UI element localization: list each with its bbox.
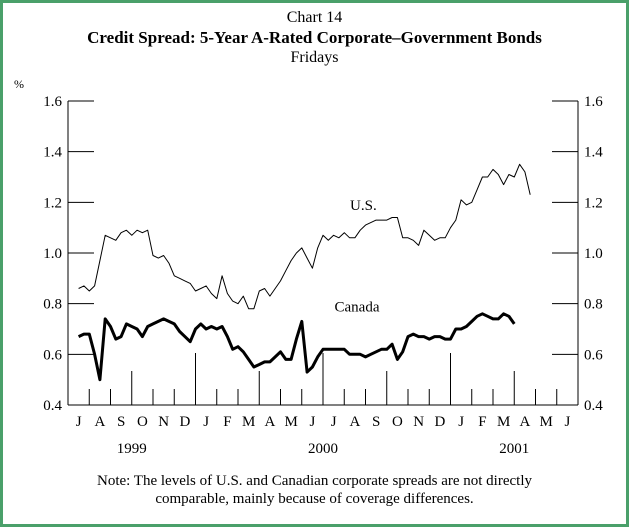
- month-label-11: J: [309, 414, 315, 430]
- y-tick-label-right-1.2: 1.2: [584, 195, 603, 211]
- y-tick-label-left-1.4: 1.4: [43, 145, 62, 161]
- month-label-1: A: [94, 414, 105, 430]
- series-label-u-s: U.S.: [350, 198, 377, 214]
- month-label-8: M: [242, 414, 255, 430]
- y-tick-label-left-1.6: 1.6: [43, 94, 62, 110]
- month-label-21: A: [519, 414, 530, 430]
- month-label-15: O: [392, 414, 403, 430]
- y-axis-unit: %: [14, 77, 24, 91]
- y-tick-label-left-0.4: 0.4: [43, 398, 62, 414]
- plot-area: 0.4 0.4 0.6 0.6 0.8 0.8 1.0 1.0 1.2 1.2 1.4 1.4 1.6 1…: [43, 94, 603, 457]
- series-line-u-s: [78, 163, 531, 310]
- series-label-canada: Canada: [335, 299, 380, 315]
- month-label-4: N: [158, 414, 169, 430]
- note-line-1: Note: The levels of U.S. and Canadian co…: [97, 473, 532, 489]
- series-line-canada: [77, 312, 516, 382]
- month-label-10: M: [284, 414, 297, 430]
- month-label-2: S: [117, 414, 125, 430]
- month-label-0: J: [76, 414, 82, 430]
- month-label-16: N: [413, 414, 424, 430]
- chart-number: Chart 14: [287, 9, 343, 26]
- chart-subtitle: Fridays: [291, 49, 339, 66]
- month-label-12: J: [331, 414, 337, 430]
- month-label-20: M: [497, 414, 510, 430]
- chart-title: Credit Spread: 5-Year A-Rated Corporate–…: [87, 28, 542, 47]
- year-label-2001: 2001: [499, 441, 529, 457]
- month-label-18: J: [458, 414, 464, 430]
- month-label-17: D: [434, 414, 445, 430]
- y-tick-label-right-1.6: 1.6: [584, 94, 603, 110]
- month-label-9: A: [264, 414, 275, 430]
- y-tick-label-left-0.6: 0.6: [43, 347, 62, 363]
- y-tick-label-right-1.4: 1.4: [584, 145, 603, 161]
- month-label-23: J: [564, 414, 570, 430]
- y-tick-label-right-0.6: 0.6: [584, 347, 603, 363]
- y-tick-label-right-1.0: 1.0: [584, 246, 603, 262]
- y-tick-label-right-0.8: 0.8: [584, 297, 603, 313]
- month-label-22: M: [539, 414, 552, 430]
- month-label-5: D: [179, 414, 190, 430]
- month-label-19: F: [478, 414, 486, 430]
- month-label-3: O: [137, 414, 148, 430]
- month-label-7: F: [223, 414, 231, 430]
- month-label-13: A: [349, 414, 360, 430]
- y-tick-label-left-1.2: 1.2: [43, 195, 62, 211]
- year-label-1999: 1999: [117, 441, 147, 457]
- y-tick-label-left-1.0: 1.0: [43, 246, 62, 262]
- y-tick-label-left-0.8: 0.8: [43, 297, 62, 313]
- y-tick-label-right-0.4: 0.4: [584, 398, 603, 414]
- month-label-6: J: [203, 414, 209, 430]
- year-label-2000: 2000: [308, 441, 338, 457]
- note-line-2: comparable, mainly because of coverage d…: [155, 491, 474, 507]
- month-label-14: S: [372, 414, 380, 430]
